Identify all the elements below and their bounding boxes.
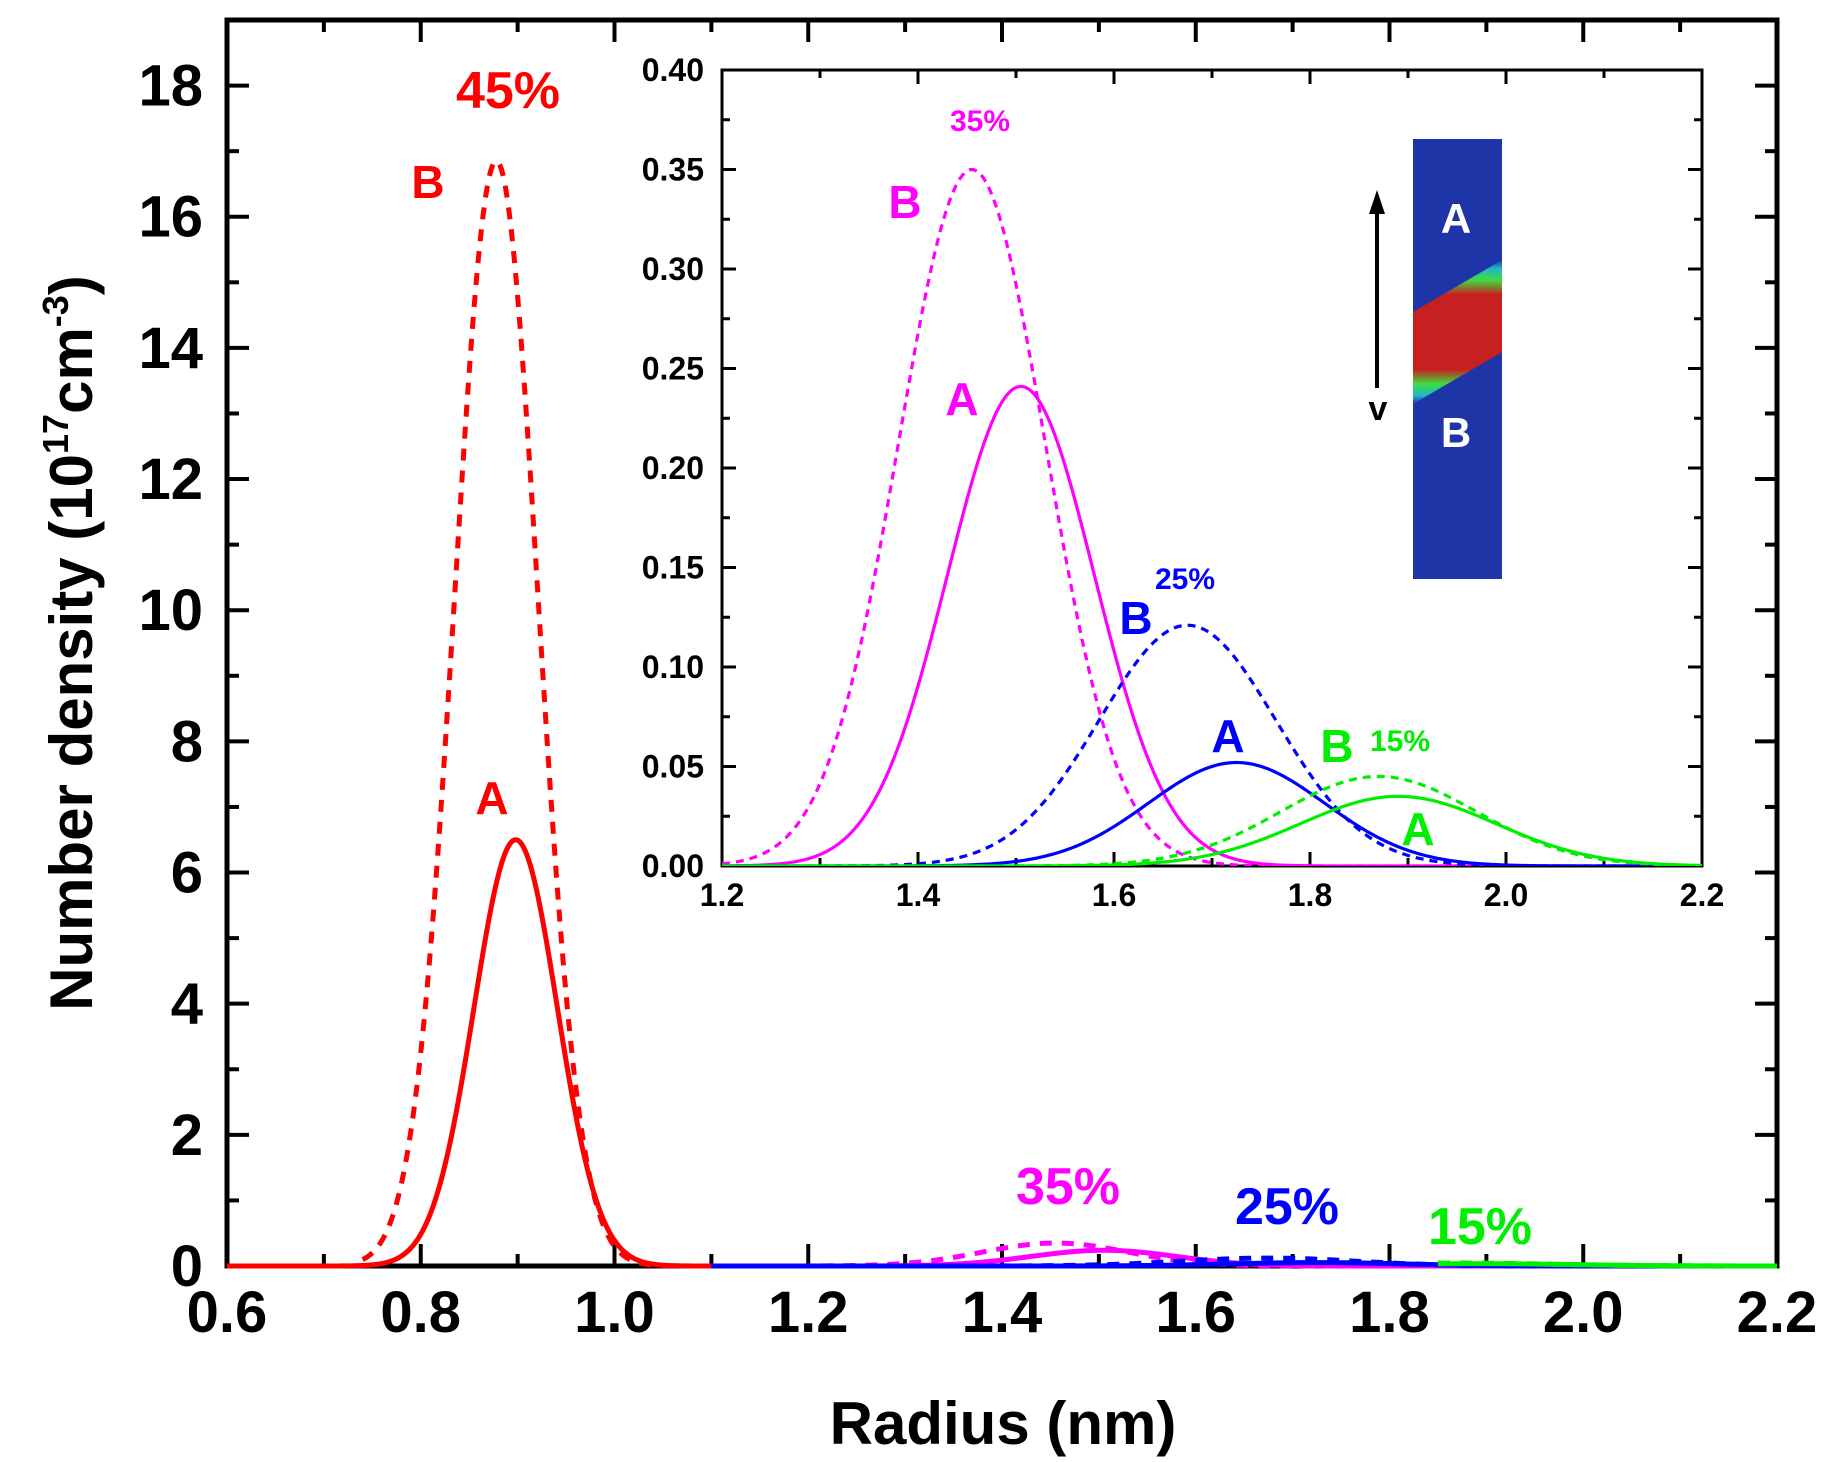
micrograph-band	[1413, 260, 1502, 404]
inset-annotation-35-percent: 35%	[950, 105, 1010, 138]
y-tick-label: 2	[171, 1103, 203, 1168]
main-y-axis-title: Number density (1017cm-3)	[35, 275, 105, 1011]
series-15-percent-a-solid-line	[722, 794, 1702, 866]
y-tick-label: 4	[171, 972, 203, 1037]
y-title-prefix: Number density (10	[38, 454, 105, 1011]
y-title-exp1: 17	[35, 414, 76, 454]
y-tick-label: 8	[171, 709, 203, 774]
main-curves	[225, 158, 1779, 1269]
y-tick-label: 0.20	[642, 450, 704, 486]
y-tick-label: 0	[171, 1234, 203, 1299]
x-tick-label: 1.8	[1349, 1280, 1430, 1345]
series-35-percent-a-solid-line	[722, 384, 1702, 866]
y-tick-label: 16	[138, 185, 203, 250]
y-tick-label: 0.05	[642, 749, 704, 785]
inset-annotation-35-B: B	[888, 176, 921, 228]
y-tick-label: 0.00	[642, 848, 704, 884]
inset-ticks: 1.2 1.4 1.6 1.8 2.0 2.2 0.00 0.05 0.10 0.15 0.20 0.…	[642, 52, 1725, 913]
inset-annotation-15-percent: 15%	[1370, 725, 1430, 758]
micrograph-label-A: A	[1441, 195, 1471, 242]
y-tick-label: 6	[171, 841, 203, 906]
x-tick-label: 1.6	[1155, 1280, 1236, 1345]
annotation-45-B: B	[411, 156, 444, 208]
velocity-arrow-up-icon	[1369, 190, 1385, 214]
inset-annotation-15-A: A	[1401, 803, 1434, 855]
y-tick-label: 18	[138, 54, 203, 119]
x-tick-label: 1.4	[896, 877, 941, 913]
velocity-arrow-label: v	[1369, 390, 1388, 428]
x-tick-label: 2.2	[1737, 1280, 1818, 1345]
annotation-45-percent: 45%	[456, 62, 560, 120]
series-35-percent-b-dashed-line	[722, 167, 1702, 866]
inset-annotation-25-B: B	[1119, 592, 1152, 644]
y-tick-label: 0.35	[642, 152, 704, 188]
main-ticks: 0.6 0.8 1.0 1.2 1.4 1.6 1.8 2.0 2.2 0 2 4 6 8 10 12 14 16…	[138, 18, 1818, 1345]
x-tick-label: 2.0	[1543, 1280, 1624, 1345]
annotation-15-percent-main: 15%	[1428, 1198, 1532, 1256]
y-tick-label: 12	[138, 447, 203, 512]
annotation-25-percent-main: 25%	[1235, 1178, 1339, 1236]
x-tick-label: 0.8	[380, 1280, 461, 1345]
x-tick-label: 1.0	[574, 1280, 655, 1345]
series-45-percent-b-dashed-line	[361, 158, 733, 1269]
inset-chart: 1.2 1.4 1.6 1.8 2.0 2.2 0.00 0.05 0.10 0.15 0.20 0.…	[642, 52, 1725, 913]
y-tick-label: 10	[138, 578, 203, 643]
y-tick-label: 0.30	[642, 251, 704, 287]
main-x-axis-title: Radius (nm)	[830, 1390, 1177, 1457]
x-tick-label: 1.4	[962, 1280, 1043, 1345]
y-title-suffix: )	[38, 275, 105, 295]
annotation-35-percent-main: 35%	[1016, 1158, 1120, 1216]
inset-plot-frame	[720, 68, 1704, 868]
y-tick-label: 0.15	[642, 550, 704, 586]
x-tick-label: 1.8	[1288, 877, 1332, 913]
series-15-percent-a-solid-line	[1436, 1261, 1779, 1269]
y-tick-label: 0.10	[642, 649, 704, 685]
micrograph-label-B: B	[1441, 409, 1471, 456]
x-tick-label: 2.2	[1680, 877, 1724, 913]
series-15-percent-b-dashed-line	[722, 774, 1702, 866]
x-tick-label: 1.2	[700, 877, 744, 913]
x-tick-label: 1.2	[768, 1280, 849, 1345]
y-title-exp2: -3	[35, 295, 76, 327]
y-tick-label: 0.40	[642, 52, 704, 88]
x-tick-label: 1.6	[1092, 877, 1136, 913]
x-tick-label: 2.0	[1484, 877, 1528, 913]
y-tick-label: 14	[138, 316, 203, 381]
micrograph-image: v A B	[1369, 139, 1502, 579]
y-title-mid: cm	[38, 327, 105, 414]
inset-annotation-35-A: A	[945, 373, 978, 425]
inset-curves	[722, 167, 1702, 866]
inset-annotation-15-B: B	[1320, 720, 1353, 772]
y-tick-label: 0.25	[642, 351, 704, 387]
annotation-45-A: A	[475, 772, 508, 824]
x-tick-label: 0.6	[187, 1280, 268, 1345]
inset-annotation-25-A: A	[1211, 710, 1244, 762]
inset-annotation-25-percent: 25%	[1155, 563, 1215, 596]
